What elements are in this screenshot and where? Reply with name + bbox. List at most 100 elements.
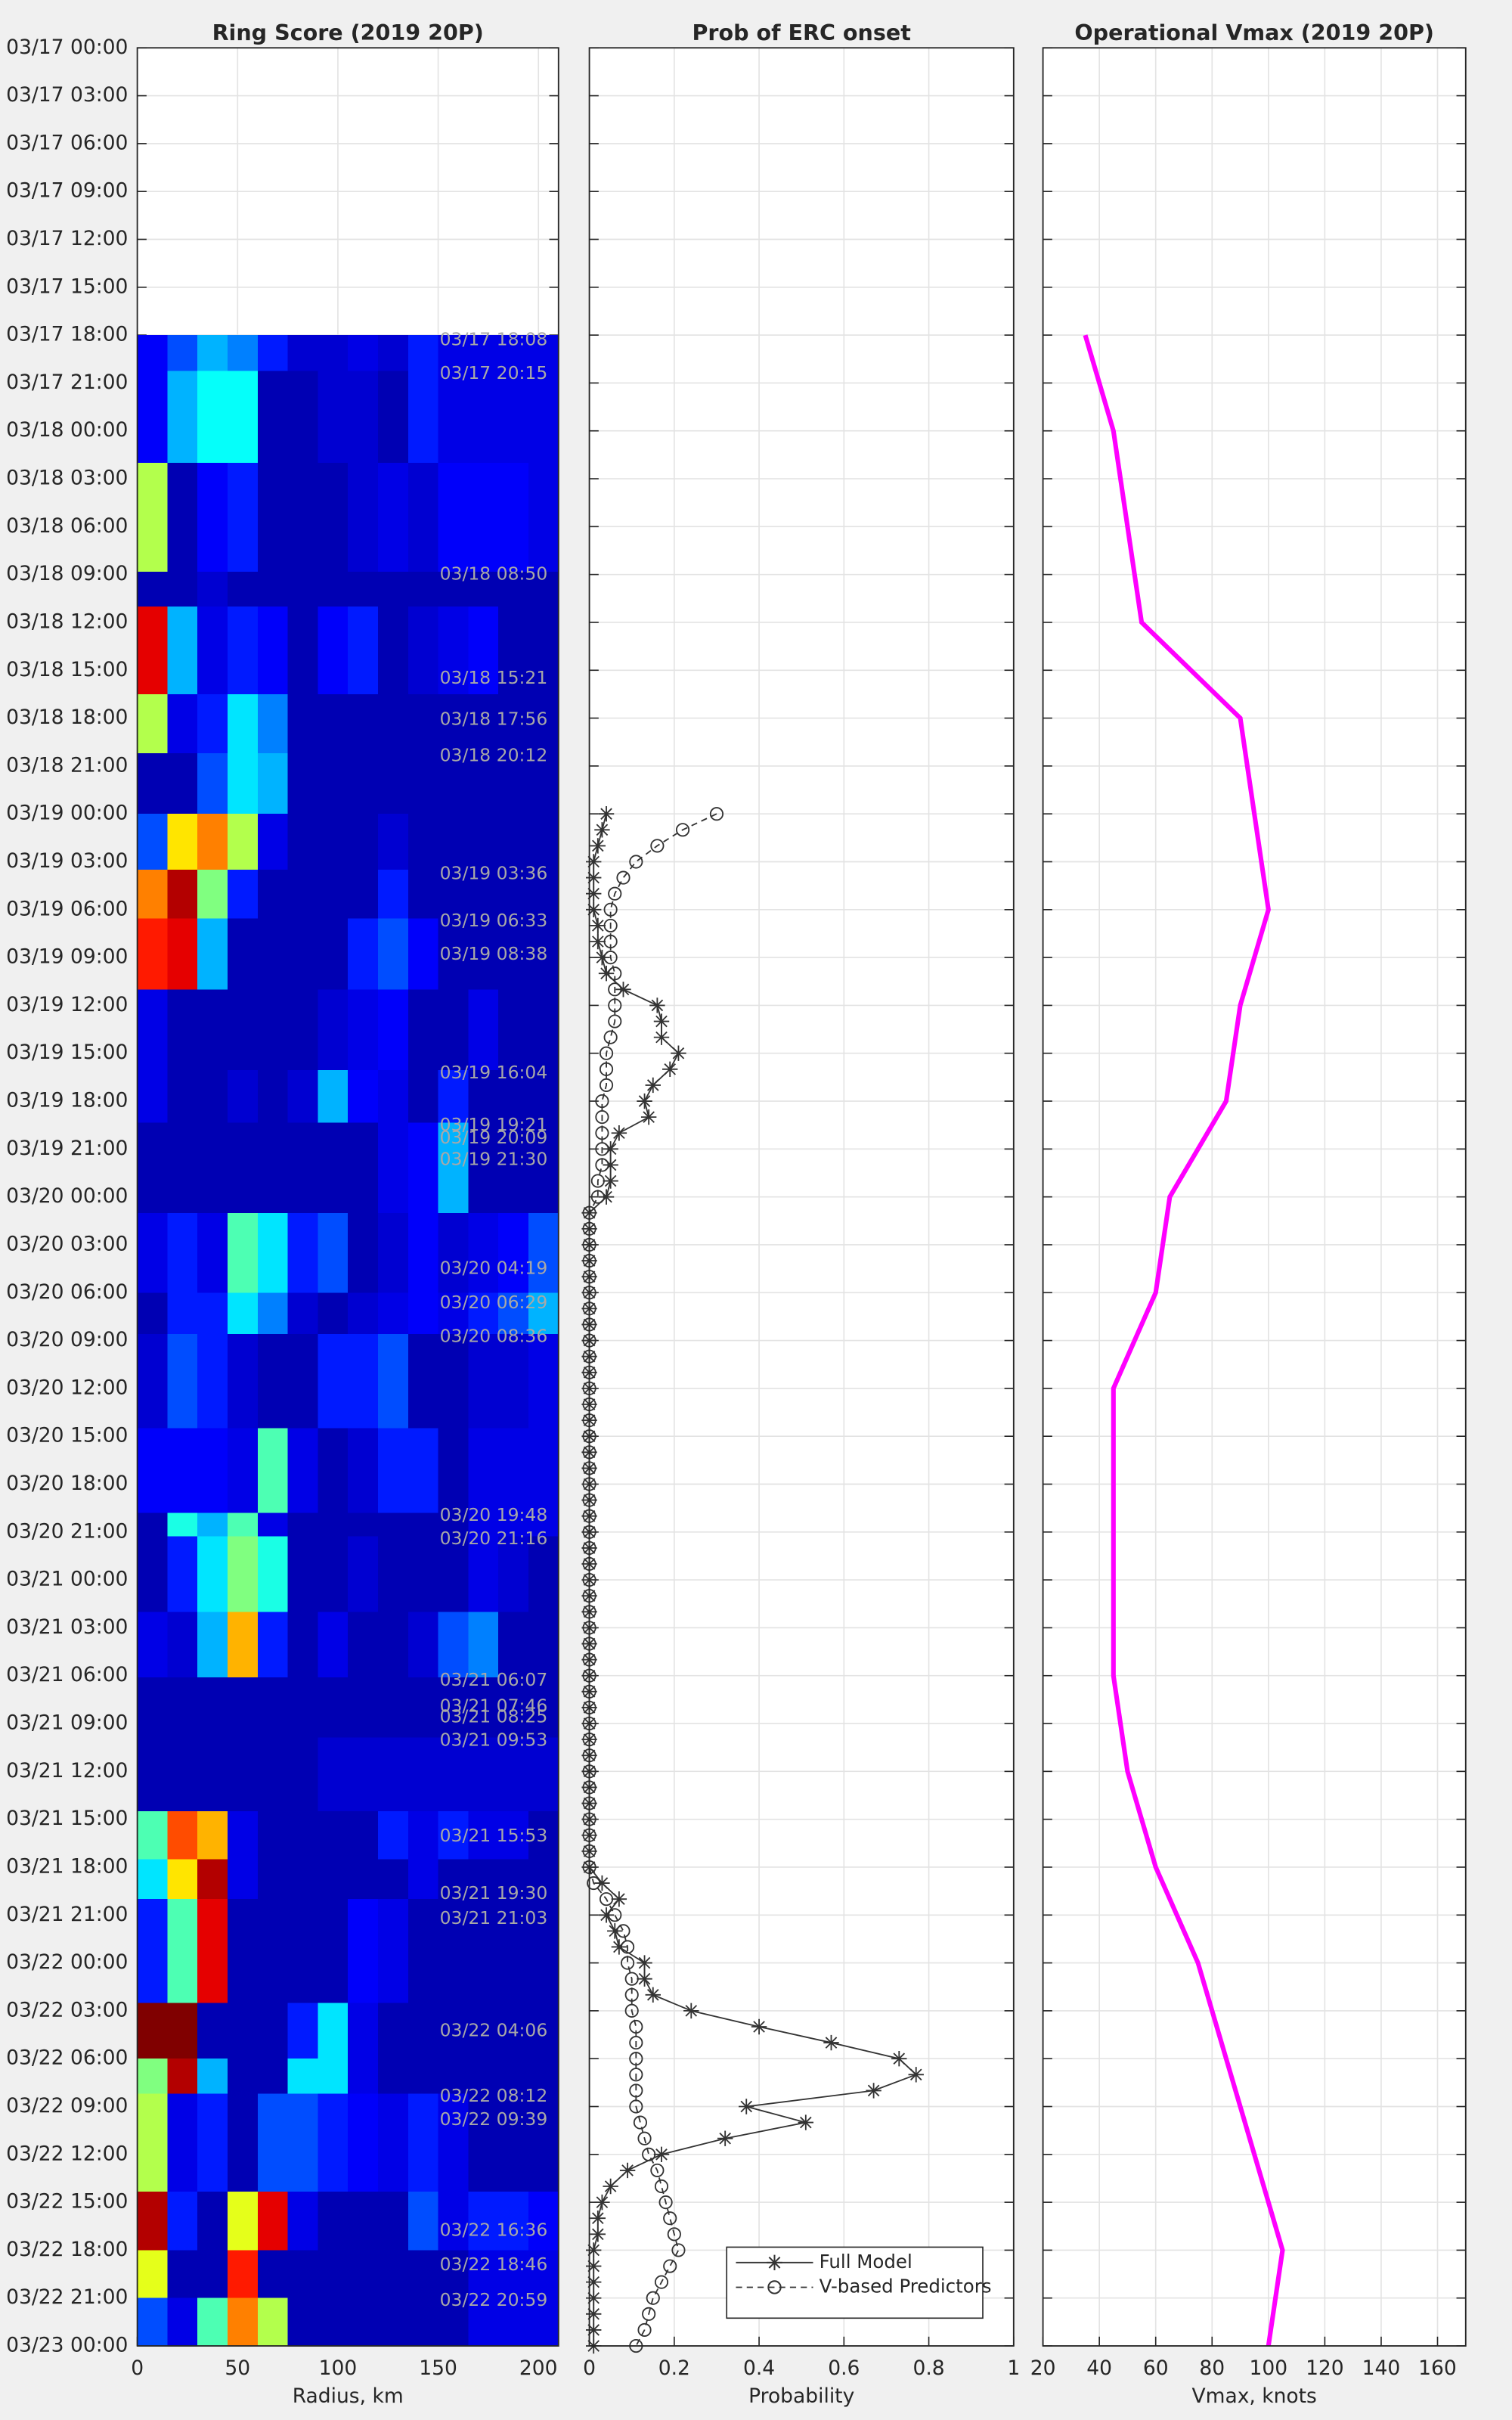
heat-cell	[197, 1737, 228, 1812]
heat-cell	[528, 1536, 559, 1613]
heat-cell	[407, 1292, 439, 1335]
heat-cell	[287, 1070, 319, 1124]
x-tick-label: 0.6	[828, 2356, 860, 2380]
heat-cell	[348, 814, 379, 870]
heat-cell	[438, 2093, 469, 2192]
heat-cell	[348, 1612, 379, 1679]
marker-circle	[663, 2211, 677, 2226]
heat-cell	[407, 606, 439, 695]
heat-cell	[468, 1536, 499, 1613]
marker-circle	[608, 982, 622, 997]
heat-cell	[287, 1677, 319, 1739]
heat-cell	[348, 1811, 379, 1860]
y-tick-label: 03/17 15:00	[6, 275, 128, 298]
y-tick-label: 03/18 12:00	[6, 610, 128, 633]
heat-cell	[257, 2250, 289, 2299]
marker-circle	[633, 2115, 648, 2130]
scan-time-label: 03/21 21:03	[440, 1907, 548, 1928]
heat-cell	[257, 918, 289, 991]
heat-cell	[468, 989, 499, 1072]
legend-label: Full Model	[820, 2251, 912, 2273]
x-tick-label: 80	[1199, 2356, 1225, 2380]
marker-circle	[629, 2036, 643, 2050]
scan-time-label: 03/19 20:09	[440, 1127, 548, 1148]
heat-cell	[318, 1859, 349, 1900]
heat-cell	[498, 462, 529, 572]
heat-cell	[257, 335, 289, 372]
heat-cell	[348, 2250, 379, 2299]
heat-cell	[167, 814, 199, 870]
scan-time-label: 03/21 09:53	[440, 1729, 548, 1750]
heat-cell	[197, 335, 228, 372]
marker-circle	[667, 2227, 681, 2242]
marker-circle	[595, 1158, 609, 1172]
y-tick-label: 03/19 06:00	[6, 897, 128, 920]
scan-time-label: 03/19 21:30	[440, 1148, 548, 1169]
marker-circle	[603, 902, 618, 917]
heat-cell	[468, 1122, 499, 1214]
x-tick-label: 200	[519, 2356, 558, 2380]
heat-cell	[438, 1428, 469, 1514]
heat-cell	[318, 2059, 349, 2095]
heat-cell	[167, 1070, 199, 1124]
heat-cell	[498, 1292, 529, 1335]
heat-cell	[137, 2059, 169, 2095]
heat-cell	[228, 1859, 259, 1900]
y-tick-label: 03/19 00:00	[6, 802, 128, 825]
marker-asterisk	[649, 997, 665, 1013]
heat-cell	[257, 1737, 289, 1812]
heat-cell	[438, 918, 469, 991]
heat-cell	[137, 693, 169, 754]
heat-cell	[137, 462, 169, 572]
marker-asterisk	[598, 805, 615, 822]
heat-cell	[228, 1334, 259, 1429]
heat-cell	[498, 2250, 529, 2299]
scan-time-label: 03/19 06:33	[440, 910, 548, 931]
heat-cell	[468, 1811, 499, 1860]
heat-cell	[407, 1612, 439, 1679]
heat-cell	[167, 335, 199, 372]
x-tick-label: 0	[583, 2356, 596, 2380]
heat-cell	[197, 2192, 228, 2251]
heat-cell	[167, 2297, 199, 2347]
heat-cell	[498, 1737, 529, 1812]
heat-cell	[528, 2192, 559, 2251]
heat-cell	[348, 1512, 379, 1537]
y-tick-label: 03/22 15:00	[6, 2190, 128, 2214]
heat-cell	[407, 2297, 439, 2347]
heat-cell	[498, 989, 529, 1072]
heat-cell	[528, 2059, 559, 2095]
x-axis-label: Radius, km	[293, 2384, 404, 2408]
marker-asterisk	[751, 2018, 767, 2035]
heat-cell	[468, 1070, 499, 1124]
y-tick-label: 03/17 09:00	[6, 179, 128, 203]
heat-cell	[348, 1677, 379, 1739]
heat-cell	[257, 2003, 289, 2060]
heat-cell	[197, 1859, 228, 1900]
heat-cell	[468, 2250, 499, 2299]
y-tick-label: 03/18 09:00	[6, 562, 128, 585]
y-tick-label: 03/20 03:00	[6, 1232, 128, 1255]
series-line	[1083, 334, 1285, 2347]
heat-cell	[468, 2297, 499, 2347]
heat-cell	[528, 1334, 559, 1429]
heat-cell	[378, 753, 409, 815]
heatmap	[137, 335, 559, 2347]
marker-asterisk	[594, 2194, 610, 2211]
heat-cell	[137, 1512, 169, 1537]
heat-cell	[228, 606, 259, 695]
marker-circle	[595, 1142, 609, 1156]
x-tick-label: 0.2	[658, 2356, 690, 2380]
heat-cell	[137, 1070, 169, 1124]
heat-cell	[498, 2003, 529, 2060]
marker-asterisk	[586, 901, 602, 918]
heat-cell	[498, 2192, 529, 2251]
heat-cell	[137, 371, 169, 464]
marker-circle	[671, 2243, 686, 2257]
y-tick-label: 03/19 15:00	[6, 1041, 128, 1064]
heat-cell	[137, 335, 169, 372]
heat-cell	[348, 870, 379, 920]
heat-cell	[228, 753, 259, 815]
heat-cell	[378, 371, 409, 464]
